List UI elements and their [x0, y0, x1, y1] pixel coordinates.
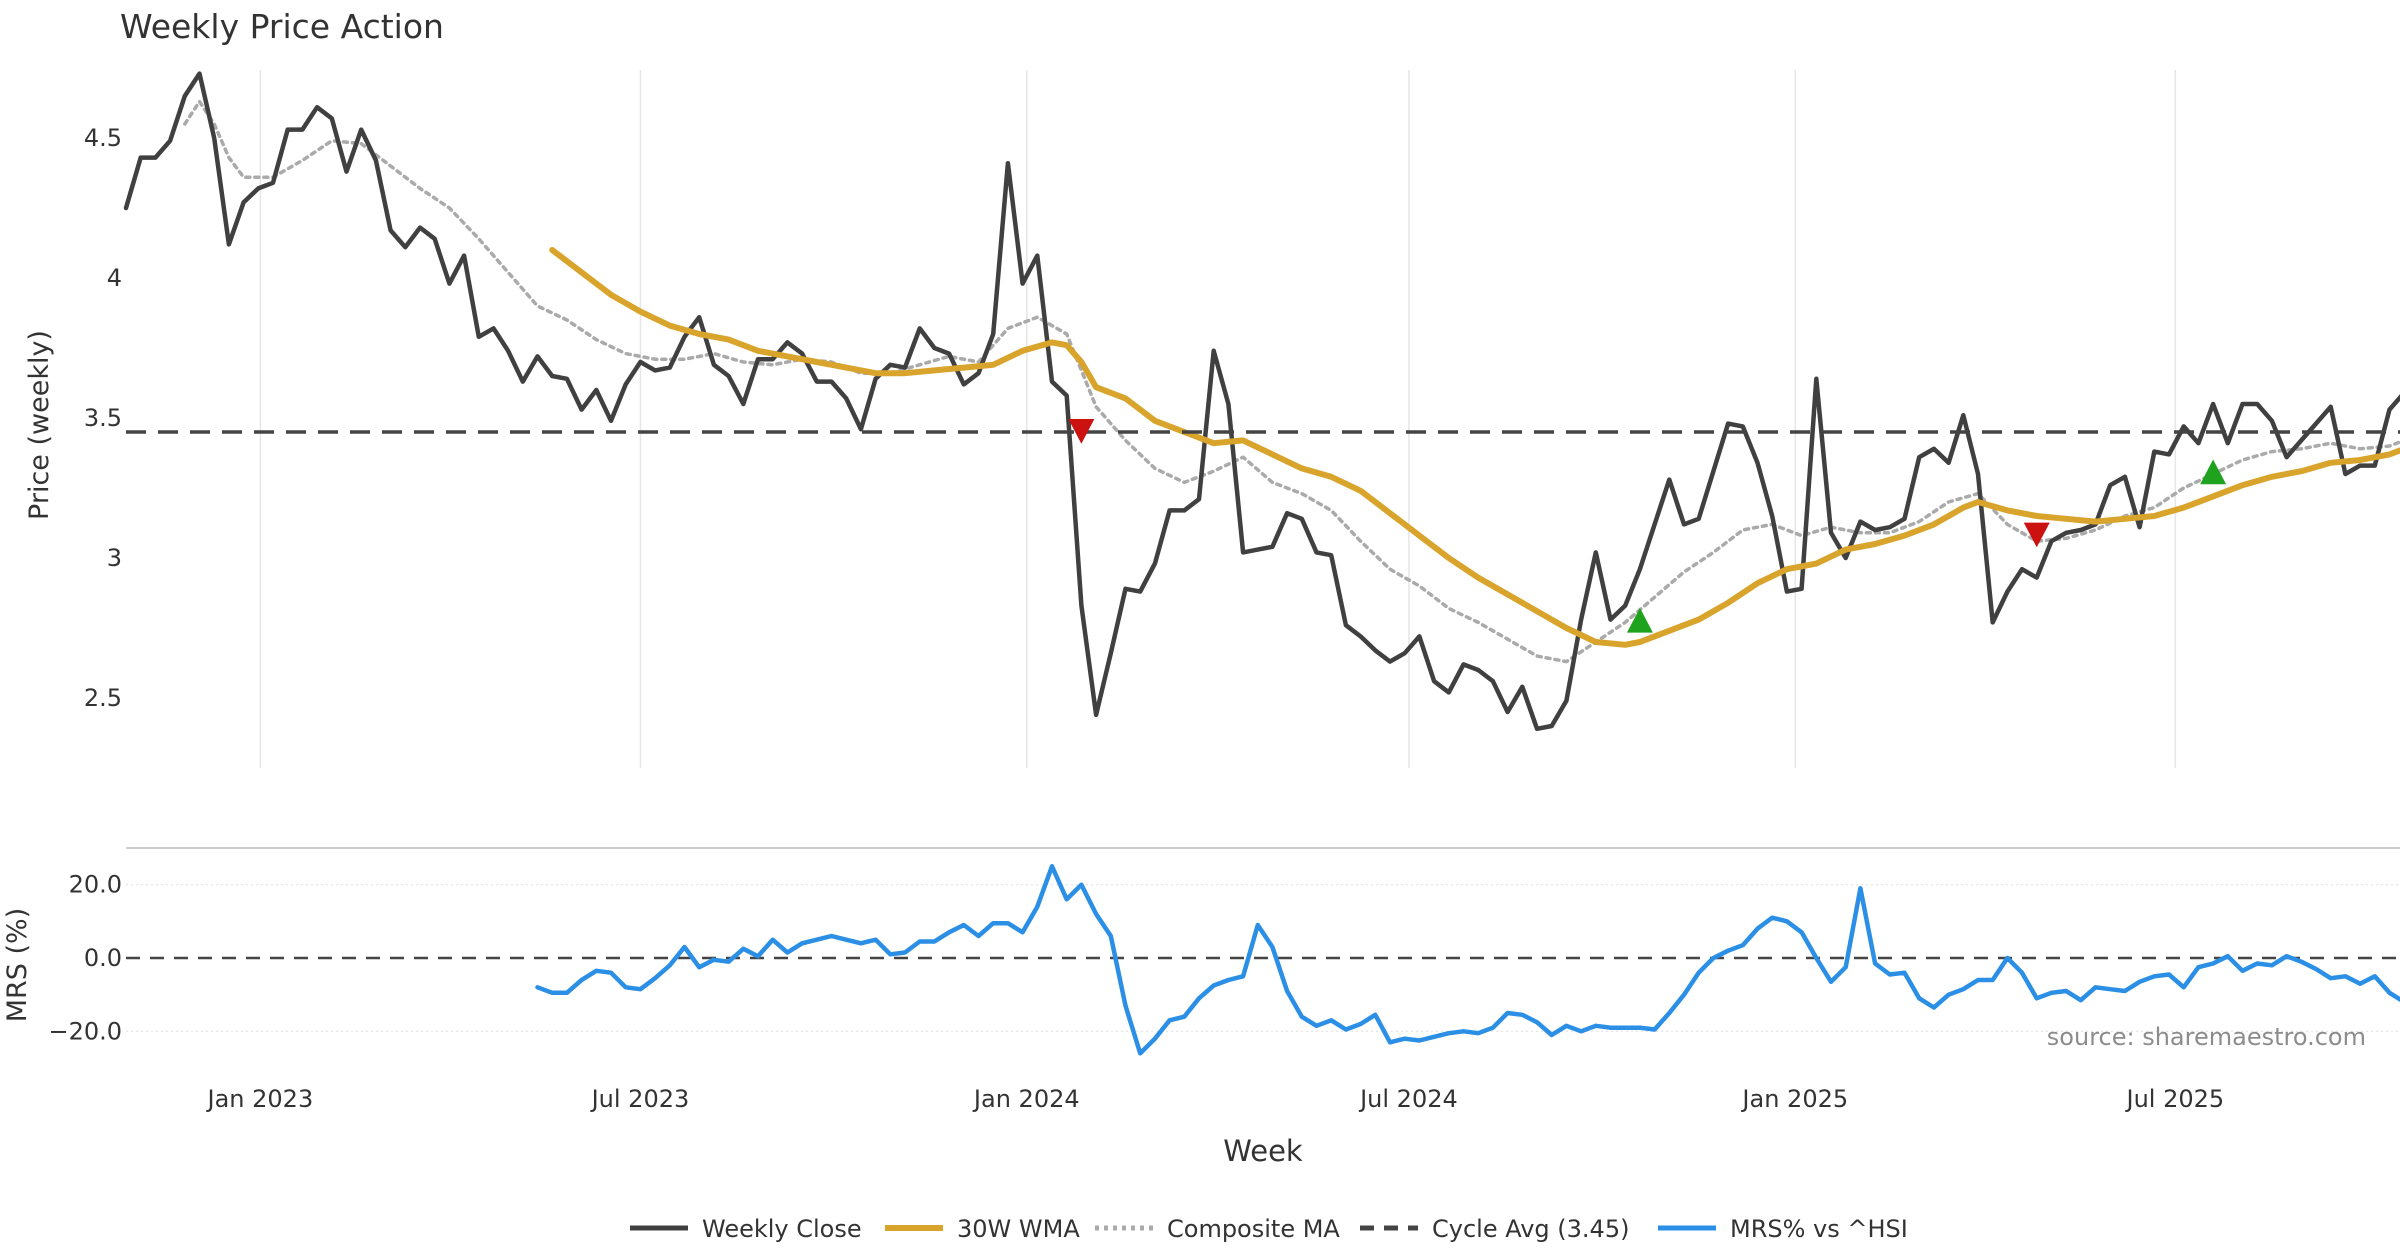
mrs-panel-grid — [126, 847, 2400, 1032]
signal-markers — [1068, 419, 2227, 633]
mrs-panel-series — [126, 864, 2400, 1056]
legend-item-wma: 30W WMA — [885, 1215, 1080, 1243]
legend-label: Weekly Close — [702, 1215, 862, 1243]
chart-title: Weekly Price Action — [120, 7, 444, 46]
legend: Weekly Close 30W WMA Composite MA Cycle Avg… — [630, 1215, 1908, 1243]
x-tick-label: Jan 2025 — [1740, 1085, 1848, 1113]
legend-item-composite: Composite MA — [1095, 1215, 1340, 1243]
legend-item-mrs: MRS% vs ^HSI — [1658, 1215, 1908, 1243]
series-line-weekly_close — [123, 71, 2400, 732]
price-y-tick-label: 4.5 — [84, 124, 122, 152]
legend-label: MRS% vs ^HSI — [1730, 1215, 1908, 1243]
price-y-axis-label: Price (weekly) — [24, 330, 55, 520]
source-note: source: sharemaestro.com — [2047, 1023, 2366, 1051]
mrs-y-tick-label: 20.0 — [69, 871, 122, 899]
legend-label: Cycle Avg (3.45) — [1432, 1215, 1629, 1243]
sell-signal-marker — [2023, 522, 2050, 548]
mrs-y-tick-label: 0.0 — [84, 944, 122, 972]
buy-signal-marker — [2200, 459, 2227, 485]
mrs-y-tick-label: −20.0 — [48, 1017, 122, 1045]
legend-item-weekly_close: Weekly Close — [630, 1215, 862, 1243]
x-axis-label: Week — [1223, 1134, 1303, 1168]
price-panel-grid — [259, 70, 2177, 768]
series-line-wma — [549, 247, 2400, 648]
x-tick-label: Jul 2023 — [590, 1085, 690, 1113]
price-panel-series — [123, 71, 2400, 732]
axis-ticks: Jan 2023 Jul 2023 Jan 2024 Jul 2024 Jan 2025… — [48, 124, 2224, 1113]
mrs-y-axis-label: MRS (%) — [2, 908, 33, 1023]
price-y-tick-label: 4 — [107, 264, 122, 292]
buy-signal-marker — [1626, 607, 1653, 633]
x-tick-label: Jul 2024 — [1358, 1085, 1458, 1113]
x-tick-label: Jan 2023 — [206, 1085, 314, 1113]
legend-label: Composite MA — [1167, 1215, 1340, 1243]
legend-item-cycle_avg: Cycle Avg (3.45) — [1360, 1215, 1629, 1243]
price-y-tick-label: 3.5 — [84, 404, 122, 432]
x-tick-label: Jan 2024 — [972, 1085, 1080, 1113]
price-y-tick-label: 2.5 — [84, 684, 122, 712]
series-line-mrs — [535, 864, 2400, 1056]
sell-signal-marker — [1068, 419, 1095, 444]
price-y-tick-label: 3 — [107, 544, 122, 572]
series-line-composite — [183, 99, 2400, 664]
x-tick-label: Jul 2025 — [2124, 1085, 2224, 1113]
legend-label: 30W WMA — [957, 1215, 1080, 1243]
